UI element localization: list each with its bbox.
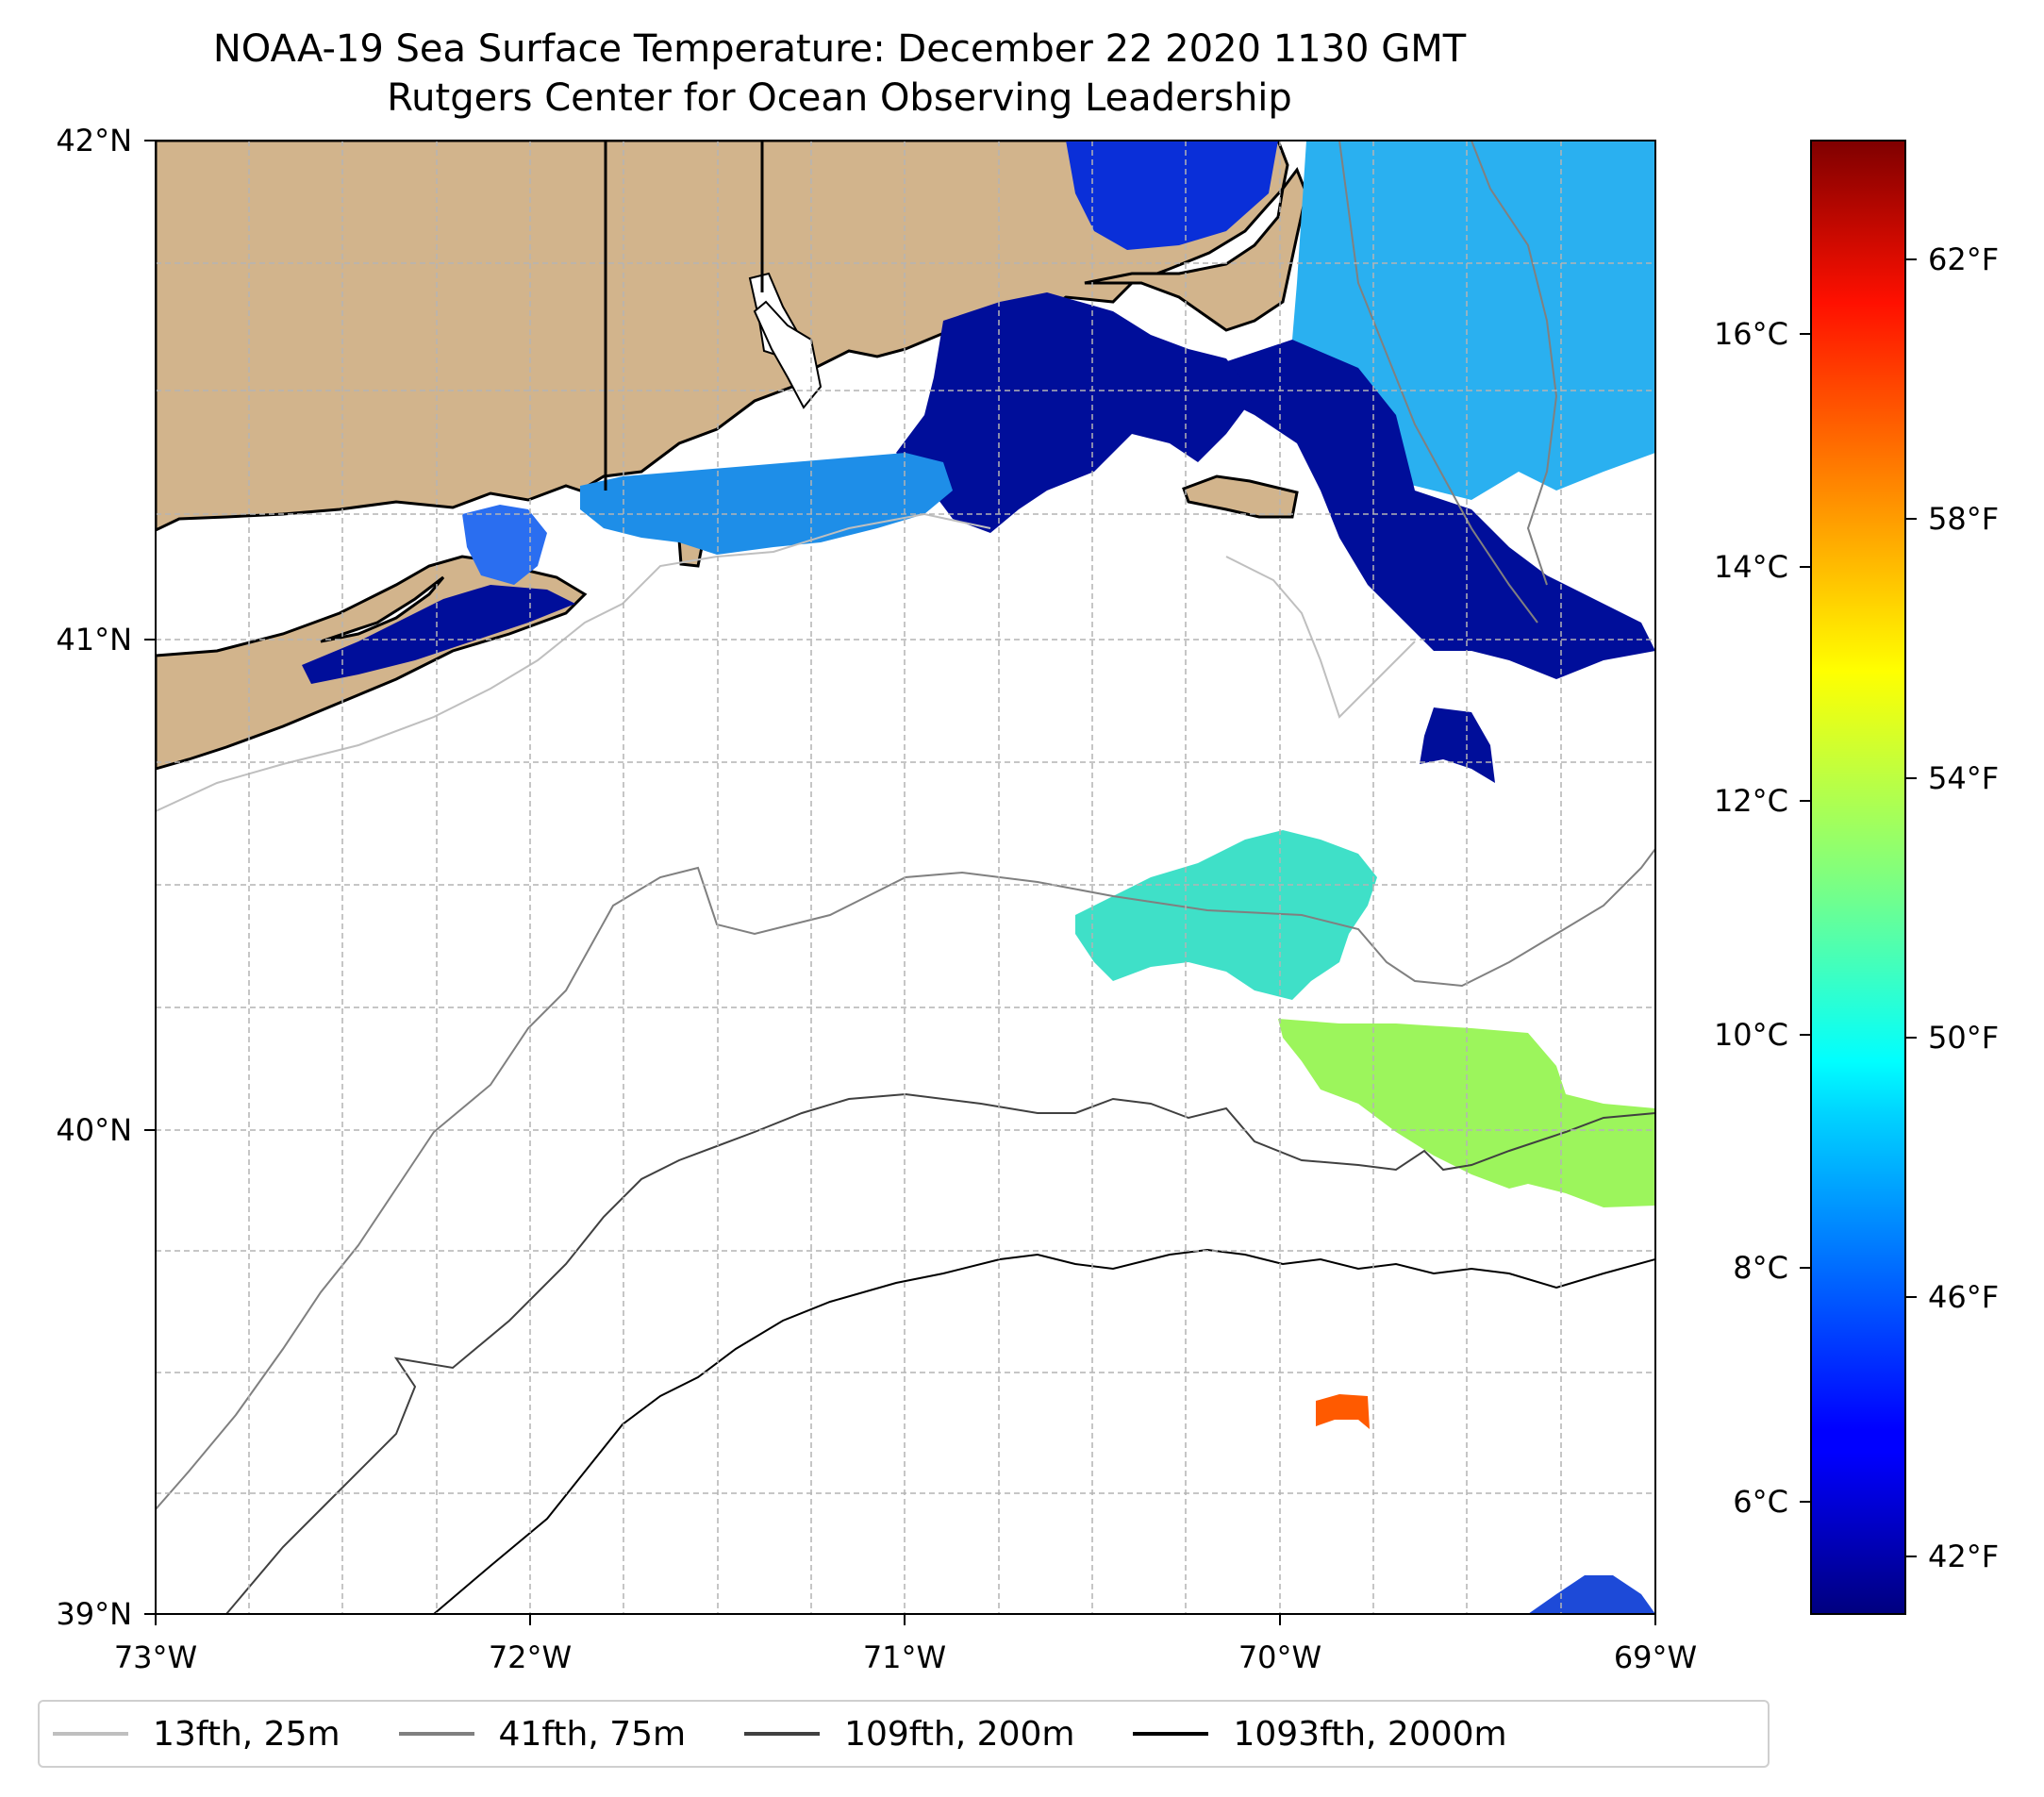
y-tick-label: 40°N [56,1112,132,1148]
gridlines [156,141,1655,1614]
legend-item-75m: 41fth, 75m [398,1714,687,1754]
isobath-2000m [433,1248,1655,1614]
y-tick-label: 41°N [56,622,132,657]
legend-swatch [1133,1732,1209,1736]
colorbar-celsius-label: 8°C [1733,1250,1788,1286]
x-tick-label: 71°W [863,1639,946,1675]
x-tick-label: 72°W [489,1639,572,1675]
legend-item-25m: 13fth, 25m [53,1715,341,1754]
sst-patch-south-bottom [1528,1575,1655,1614]
legend-item-200m: 109fth, 200m [744,1715,1074,1754]
colorbar-fahrenheit-label: 58°F [1928,501,1999,537]
colorbar-fahrenheit-label: 62°F [1928,241,1999,277]
isobath-200m [225,1092,1655,1614]
sst-patch-shelf-break-1 [1075,830,1377,1000]
colorbar-celsius-label: 12°C [1714,783,1788,819]
isobath-legend: 13fth, 25m 41fth, 75m 109fth, 200m 1093f… [38,1700,1770,1768]
sst-patch-south-east [1420,707,1495,783]
sst-patch-cape-cod-bay [1066,141,1278,250]
sst-patch-east-shoals [1151,340,1655,679]
sst-patch-warm-ring [1316,1394,1370,1429]
legend-label: 41fth, 75m [498,1714,687,1754]
legend-swatch [53,1732,128,1736]
map-subtitle: Rutgers Center for Ocean Observing Leade… [387,76,1292,120]
colorbar-fahrenheit-label: 46°F [1928,1279,1999,1315]
x-tick-label: 73°W [114,1639,197,1675]
narragansett-bay [753,300,823,409]
legend-label: 1093fth, 2000m [1233,1714,1507,1754]
colorbar-celsius-label: 6°C [1733,1484,1788,1520]
colorbar-gradient [1810,140,1906,1615]
colorbar-fahrenheit-label: 54°F [1928,760,1999,796]
legend-label: 13fth, 25m [153,1714,341,1754]
colorbar-fahrenheit-label: 42°F [1928,1539,1999,1574]
legend-swatch [744,1732,821,1736]
sst-patch-sound-north [896,292,1255,533]
legend-item-2000m: 1093fth, 2000m [1133,1714,1507,1754]
state-boundaries [604,141,764,491]
isobaths [156,141,1655,1614]
y-tick-label: 39°N [56,1596,132,1632]
x-tick-label: 70°W [1238,1639,1321,1675]
x-tick-label: 69°W [1614,1639,1697,1675]
colorbar-celsius-label: 10°C [1714,1017,1788,1053]
legend-label: 109fth, 200m [844,1714,1075,1754]
sst-patch-shelf-near [580,453,953,555]
map-panel [156,141,1655,1614]
colorbar: 16°C 14°C 12°C 10°C 8°C 6°C 62°F 58°F 54… [1714,140,1999,1615]
land-cape-cod [1084,166,1308,332]
legend-swatch [398,1732,474,1736]
colorbar-fahrenheit-label: 50°F [1928,1020,1999,1056]
map-title: NOAA-19 Sea Surface Temperature: Decembe… [212,27,1467,71]
isobath-25m [156,512,1416,812]
y-tick-label: 42°N [56,123,132,158]
sst-patch-block-island [462,505,547,585]
land-nantucket [1182,474,1299,519]
axis-ticks [144,140,1656,1625]
isobath-75m [156,141,1655,1510]
sst-patch-long-island-sound [302,585,575,684]
colorbar-celsius-label: 16°C [1714,316,1788,352]
colorbar-celsius-label: 14°C [1714,549,1788,585]
